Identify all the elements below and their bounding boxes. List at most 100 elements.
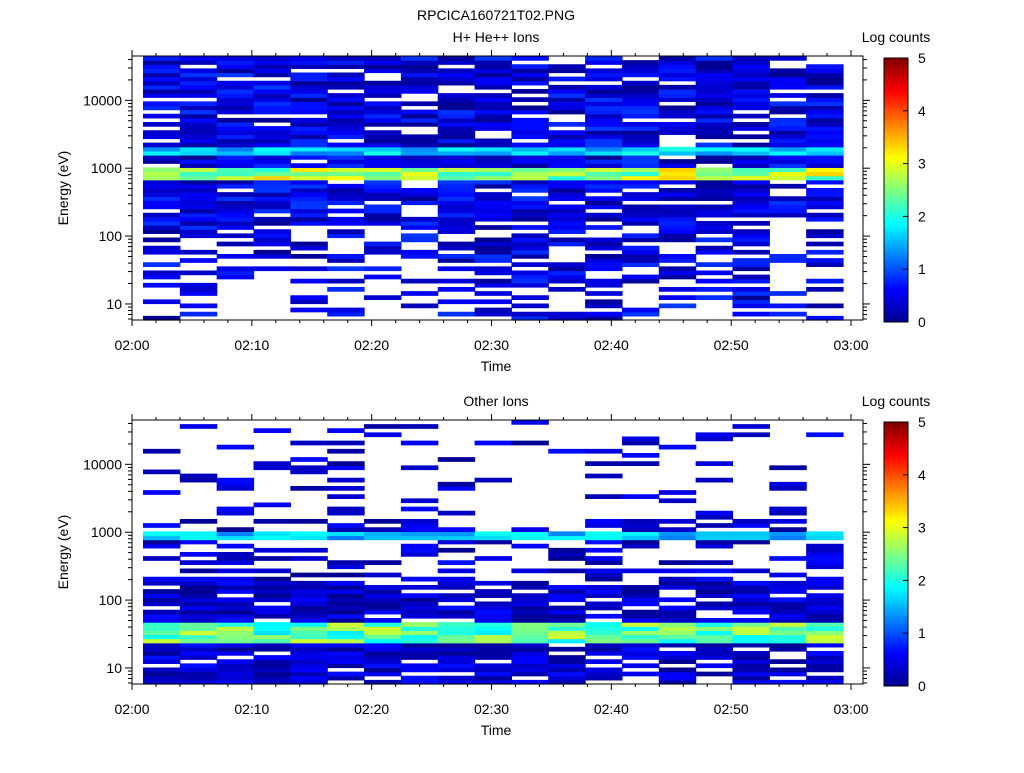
plot-frame — [131, 55, 864, 321]
heatmap-cell — [437, 580, 476, 586]
heatmap-cell — [437, 76, 476, 82]
heatmap-cell — [364, 188, 402, 193]
heatmap-cell — [327, 113, 365, 119]
heatmap-cell — [621, 126, 660, 131]
heatmap-cell — [806, 638, 844, 644]
colorbar-tick-label: 4 — [918, 103, 926, 119]
heatmap-cell — [290, 142, 328, 148]
heatmap-cell — [769, 580, 807, 586]
colorbar-segment — [884, 507, 908, 511]
heatmap-cell — [474, 142, 513, 148]
heatmap-cell — [732, 519, 770, 524]
colorbar-segment — [884, 617, 908, 621]
heatmap-cell — [143, 175, 181, 181]
heatmap-cell — [364, 642, 402, 648]
heatmap-cell — [216, 568, 255, 574]
heatmap-cell — [253, 68, 291, 74]
heatmap-cell — [695, 68, 734, 74]
heatmap-cell — [585, 519, 623, 524]
heatmap-cell — [216, 142, 255, 148]
heatmap-cell — [253, 188, 291, 193]
colorbar-segment — [884, 593, 908, 597]
heatmap-cell — [400, 506, 439, 512]
heatmap-cell — [179, 204, 218, 210]
heatmap-cell — [253, 568, 291, 574]
heatmap-cell — [511, 117, 549, 123]
colorbar-segment — [884, 159, 908, 162]
heatmap-cell — [143, 150, 181, 156]
heatmap-cell — [437, 146, 476, 152]
heatmap-cell — [143, 523, 181, 528]
heatmap-cell — [658, 258, 697, 263]
heatmap-cell — [732, 667, 770, 673]
heatmap-cell — [179, 89, 218, 94]
heatmap-cell — [621, 237, 660, 243]
heatmap-cell — [695, 642, 734, 648]
heatmap-cell — [179, 605, 218, 611]
heatmap-cell — [658, 97, 697, 102]
heatmap-cell — [732, 241, 770, 247]
heatmap-cell — [364, 171, 402, 177]
heatmap-cell — [695, 622, 734, 627]
heatmap-cell — [364, 245, 402, 251]
colorbar-segment — [884, 179, 908, 182]
colorbar-segment — [884, 161, 908, 165]
heatmap-cell — [364, 671, 402, 677]
heatmap-cell — [327, 76, 365, 82]
heatmap-cell — [511, 212, 549, 218]
heatmap-cell — [732, 266, 770, 272]
heatmap-cell — [695, 105, 734, 111]
heatmap-cell — [585, 171, 623, 177]
heatmap-cell — [732, 278, 770, 284]
colorbar-segment — [884, 628, 908, 632]
heatmap-cell — [585, 76, 623, 82]
heatmap-cell — [179, 597, 218, 603]
colorbar-segment — [884, 163, 908, 167]
colorbar-segment — [884, 653, 908, 656]
heatmap-cell — [585, 539, 623, 545]
colorbar-segment — [884, 558, 908, 562]
heatmap-cell — [437, 585, 476, 590]
heatmap-cell — [400, 225, 439, 230]
heatmap-cell — [585, 254, 623, 259]
heatmap-cell — [179, 311, 218, 317]
axes: 02:00 02:10 02:20 02:30 02:40 02:50 03:0010100… — [83, 414, 870, 717]
heatmap-cell — [179, 576, 218, 582]
heatmap-cell — [548, 109, 586, 115]
heatmap-cell — [400, 150, 439, 156]
heatmap-cell — [585, 126, 623, 131]
heatmap-cell — [400, 167, 439, 173]
heatmap-cell — [253, 580, 291, 586]
heatmap-cell — [143, 237, 181, 243]
heatmap-cell — [290, 580, 328, 586]
heatmap-cell — [732, 93, 770, 98]
heatmap-cell — [290, 93, 328, 98]
heatmap-cell — [216, 80, 255, 86]
heatmap-cell — [585, 89, 623, 94]
heatmap-cell — [364, 622, 402, 627]
heatmap-cell — [179, 208, 218, 214]
heatmap-cell — [806, 634, 844, 640]
heatmap-cell — [364, 663, 402, 669]
colorbar-segment — [884, 58, 908, 61]
colorbar-segment — [884, 273, 908, 277]
heatmap-cell — [179, 179, 218, 185]
heatmap-cell — [658, 618, 697, 623]
heatmap-cell — [143, 679, 181, 685]
heatmap-cell — [732, 659, 770, 664]
colorbar-segment — [884, 128, 908, 132]
heatmap-cell — [585, 60, 623, 65]
heatmap-cell — [732, 80, 770, 86]
heatmap-cell — [732, 663, 770, 669]
heatmap-cell — [400, 142, 439, 148]
heatmap-cell — [621, 101, 660, 107]
heatmap-cell — [511, 208, 549, 214]
heatmap-cell — [216, 663, 255, 669]
heatmap-cell — [253, 159, 291, 164]
colorbar-label: Log counts — [862, 393, 931, 409]
colorbar-segment — [884, 459, 908, 463]
heatmap-cell — [400, 630, 439, 636]
colorbar-segment — [884, 194, 908, 198]
heatmap-cell — [769, 109, 807, 115]
heatmap-cell — [695, 539, 734, 545]
